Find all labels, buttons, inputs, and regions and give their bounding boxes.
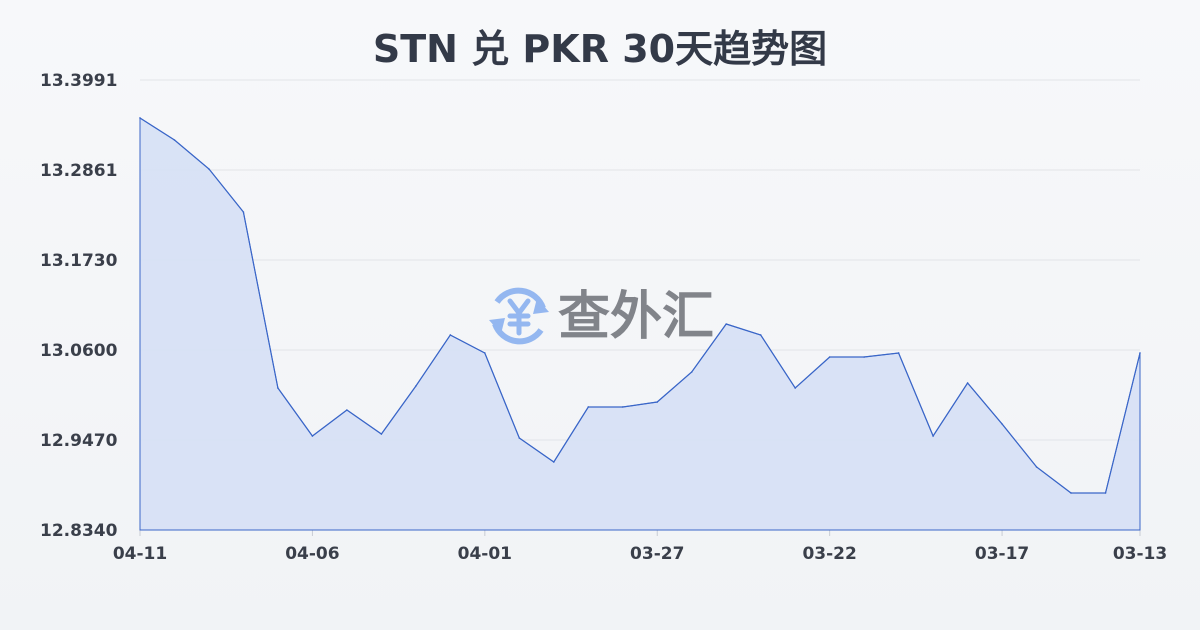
y-tick-label: 13.0600 [40,341,118,361]
data-point [311,435,314,437]
x-tick-label: 03-22 [802,544,856,564]
data-point [725,323,728,325]
data-point [897,352,900,354]
data-point [966,382,969,384]
data-point [518,437,521,439]
x-tick-label: 04-11 [113,544,167,564]
yuan-exchange-icon [489,287,549,345]
y-tick-label: 13.3991 [40,71,117,91]
series-line [139,117,1141,494]
data-point [932,435,934,437]
x-tick-label: 03-17 [975,544,1029,564]
data-point [415,385,417,387]
data-point [1035,466,1038,468]
x-tick-label: 03-13 [1113,544,1167,564]
data-point [759,334,762,336]
data-point [690,371,693,373]
data-point [863,356,865,358]
data-point [1139,352,1141,354]
data-point [277,387,279,389]
data-point [552,461,555,463]
data-point [484,352,486,354]
data-point [380,433,383,435]
data-point [139,117,141,119]
y-axis-ticks: 13.3991 13.2861 13.1730 13.0600 12.9470 12.83… [40,71,118,541]
y-tick-label: 13.1730 [40,251,118,271]
chart-title: STN 兑 PKR 30天趋势图 [372,27,828,71]
data-point [1104,492,1107,494]
data-point [587,406,590,408]
watermark-text: 查外汇 [558,287,714,347]
x-axis-ticks: 04-11 04-06 04-01 03-27 03-22 03-17 03-13 [113,530,1167,564]
watermark-logo: 查外汇 [489,287,714,347]
data-point [173,139,176,141]
data-point [1001,423,1003,425]
y-tick-label: 12.8340 [40,521,118,541]
data-point [242,211,245,213]
x-tick-label: 04-06 [285,544,339,564]
data-point [621,406,624,408]
data-points [139,117,1141,494]
data-point [794,387,796,389]
data-point [656,401,659,403]
data-point [346,409,348,411]
y-tick-label: 13.2861 [40,161,117,181]
y-tick-label: 12.9470 [40,431,118,451]
x-tick-label: 04-01 [458,544,512,564]
data-point [828,356,831,358]
x-tick-label: 03-27 [630,544,684,564]
data-point [208,168,210,170]
data-point [449,334,452,336]
data-point [1070,492,1072,494]
